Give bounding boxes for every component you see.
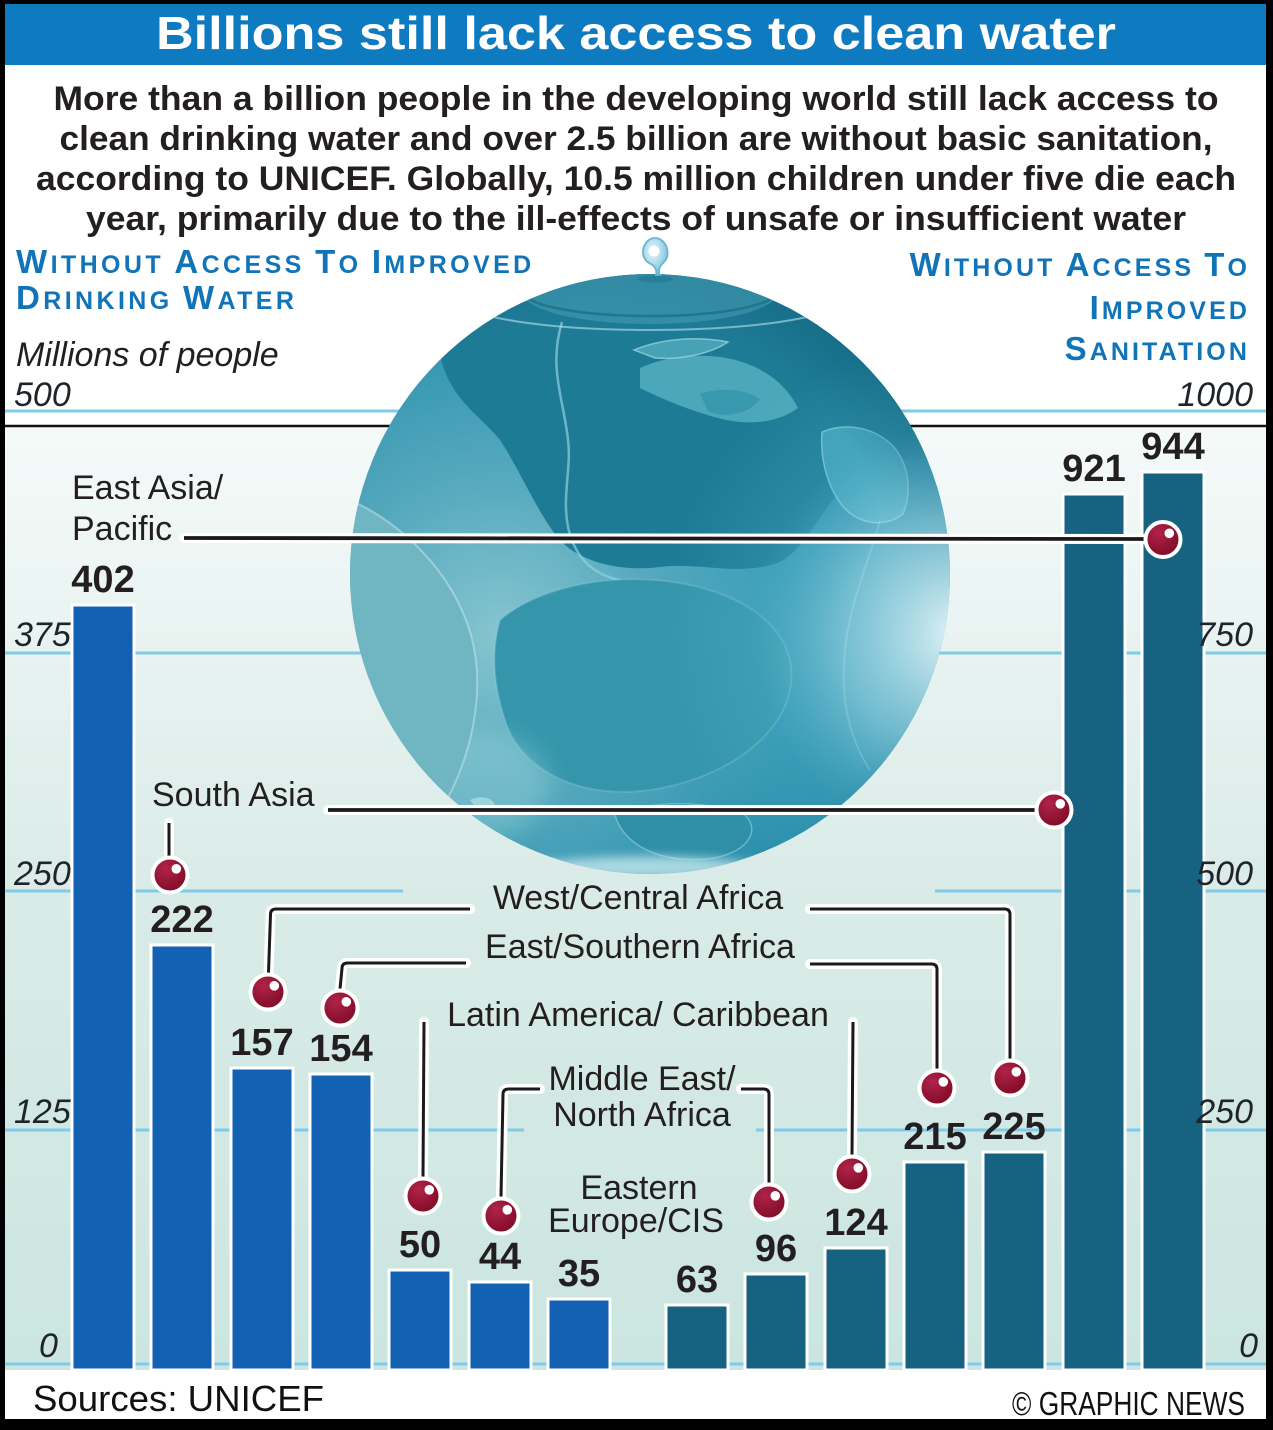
svg-text:222: 222: [150, 899, 213, 941]
svg-text:Pacific: Pacific: [72, 510, 172, 548]
svg-text:125: 125: [14, 1093, 71, 1131]
svg-text:South Asia: South Asia: [152, 776, 315, 814]
svg-text:35: 35: [558, 1253, 600, 1295]
svg-text:Eastern: Eastern: [580, 1169, 697, 1207]
svg-text:North Africa: North Africa: [553, 1096, 731, 1134]
svg-text:750: 750: [1196, 616, 1253, 654]
svg-text:WITHOUT ACCESS TO: WITHOUT ACCESS TO: [910, 246, 1250, 283]
svg-text:215: 215: [903, 1116, 966, 1158]
svg-text:DRINKING WATER: DRINKING WATER: [16, 279, 297, 316]
svg-text:Sources: UNICEF: Sources: UNICEF: [33, 1378, 324, 1419]
svg-text:50: 50: [399, 1224, 441, 1266]
svg-text:Millions of people: Millions of people: [16, 336, 279, 374]
svg-text:Latin America/ Caribbean: Latin America/ Caribbean: [447, 996, 829, 1034]
svg-text:Europe/CIS: Europe/CIS: [548, 1202, 724, 1240]
svg-text:500: 500: [14, 376, 71, 414]
svg-text:375: 375: [14, 616, 71, 654]
svg-text:500: 500: [1196, 855, 1253, 893]
svg-text:944: 944: [1141, 426, 1204, 468]
svg-text:West/Central Africa: West/Central Africa: [493, 879, 783, 917]
svg-text:© GRAPHIC NEWS: © GRAPHIC NEWS: [1012, 1385, 1245, 1422]
svg-text:44: 44: [479, 1236, 521, 1278]
svg-text:250: 250: [13, 855, 71, 893]
svg-text:East/Southern Africa: East/Southern Africa: [485, 928, 795, 966]
svg-text:Billions still lack access to: Billions still lack access to clean wate…: [156, 7, 1116, 59]
svg-text:63: 63: [676, 1259, 718, 1301]
svg-text:0: 0: [1239, 1327, 1258, 1365]
svg-text:East Asia/: East Asia/: [72, 469, 224, 507]
svg-text:921: 921: [1062, 448, 1125, 490]
svg-text:250: 250: [1195, 1093, 1253, 1131]
svg-text:Middle East/: Middle East/: [548, 1060, 736, 1098]
svg-text:year, primarily due to the ill: year, primarily due to the ill-effects o…: [86, 200, 1186, 238]
svg-text:0: 0: [39, 1327, 58, 1365]
svg-text:IMPROVED: IMPROVED: [1090, 289, 1250, 326]
svg-text:225: 225: [982, 1106, 1045, 1148]
svg-text:according to UNICEF. Globally,: according to UNICEF. Globally, 10.5 mill…: [36, 160, 1236, 198]
svg-text:96: 96: [755, 1228, 797, 1270]
svg-text:154: 154: [309, 1028, 372, 1070]
svg-text:124: 124: [824, 1202, 887, 1244]
svg-text:WITHOUT ACCESS TO IMPROVED: WITHOUT ACCESS TO IMPROVED: [16, 243, 535, 280]
svg-text:157: 157: [230, 1022, 293, 1064]
svg-text:1000: 1000: [1177, 376, 1253, 414]
svg-text:More than a billion people in: More than a billion people in the develo…: [54, 80, 1219, 118]
svg-text:clean drinking water and over: clean drinking water and over 2.5 billio…: [60, 120, 1213, 158]
svg-text:SANITATION: SANITATION: [1065, 330, 1250, 367]
svg-text:402: 402: [71, 559, 134, 601]
